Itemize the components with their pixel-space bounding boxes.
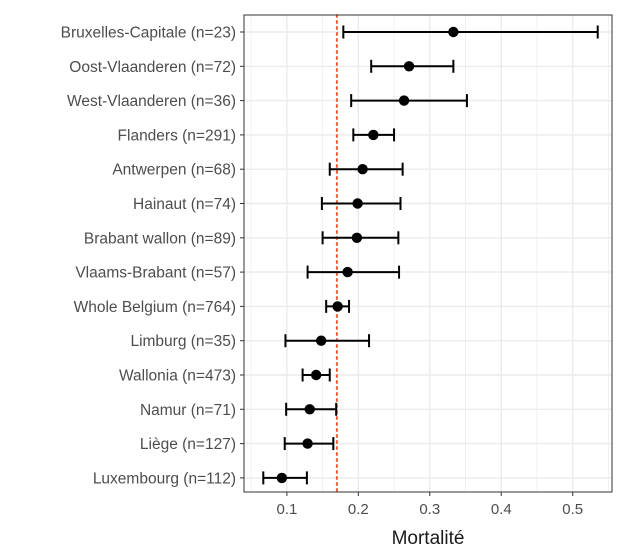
point-estimate <box>302 438 313 449</box>
category-label: Flanders (n=291) <box>118 127 236 144</box>
point-estimate <box>351 232 363 243</box>
point-estimate <box>357 164 368 175</box>
x-tick-label: 0.2 <box>348 501 369 518</box>
point-estimate <box>352 198 363 209</box>
category-labels: Bruxelles-Capitale (n=23) Oost-Vlaanderen… <box>61 25 244 487</box>
plot-panel <box>244 15 612 492</box>
x-axis: 0.1 0.2 0.3 0.4 0.5 <box>276 492 583 518</box>
point-estimate <box>398 95 410 106</box>
category-label: Oost-Vlaanderen (n=72) <box>69 59 236 76</box>
x-axis-title: Mortalité <box>392 528 465 549</box>
error-bars <box>262 25 599 485</box>
x-tick-label: 0.4 <box>491 501 512 518</box>
point-estimate <box>368 129 379 141</box>
x-tick-label: 0.5 <box>562 501 583 518</box>
point-estimates <box>276 26 459 484</box>
point-estimate <box>276 472 288 484</box>
category-label: Luxembourg (n=112) <box>93 470 236 487</box>
error-bar <box>342 25 599 39</box>
category-label: West-Vlaanderen (n=36) <box>67 93 236 110</box>
x-tick-label: 0.3 <box>419 501 440 518</box>
point-estimate <box>342 266 353 278</box>
category-label: Hainaut (n=74) <box>133 196 236 213</box>
error-bar <box>306 265 401 279</box>
point-estimate <box>310 369 322 381</box>
point-estimate <box>304 404 315 415</box>
point-estimate <box>315 335 327 346</box>
category-label: Wallonia (n=473) <box>119 368 236 385</box>
category-label: Liège (n=127) <box>140 436 236 453</box>
category-label: Bruxelles-Capitale (n=23) <box>61 25 236 42</box>
point-estimate <box>448 26 459 38</box>
category-label: Brabant wallon (n=89) <box>84 230 236 247</box>
category-label: Vlaams-Brabant (n=57) <box>75 265 236 282</box>
category-label: Antwerpen (n=68) <box>112 162 236 179</box>
category-label: Namur (n=71) <box>140 402 236 419</box>
panel-border <box>243 14 613 493</box>
grid-lines <box>244 15 612 492</box>
error-bar <box>284 334 371 348</box>
point-estimate <box>332 301 343 312</box>
category-label: Whole Belgium (n=764) <box>74 299 236 316</box>
x-tick-label: 0.1 <box>276 501 297 518</box>
point-estimate <box>403 61 415 72</box>
category-label: Limburg (n=35) <box>130 333 236 350</box>
